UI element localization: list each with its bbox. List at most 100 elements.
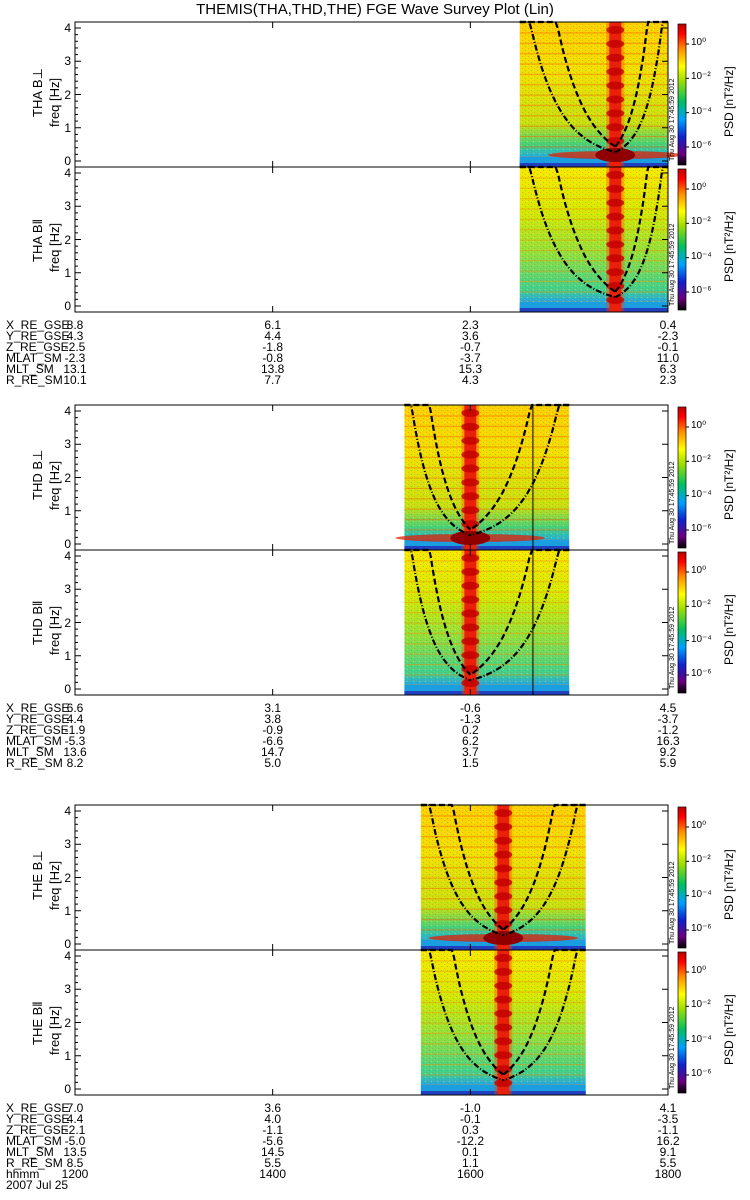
harmonic-streak: [404, 570, 570, 572]
enhancement-blob: [461, 450, 480, 459]
colorbar-tick-label: 10⁰: [691, 182, 707, 193]
ephemeris-value: 4.5: [659, 701, 677, 715]
enhancement-blob: [606, 268, 625, 277]
low-freq-band: [519, 302, 668, 312]
harmonic-streak: [404, 508, 570, 510]
plot-title: THEMIS(THA,THD,THE) FGE Wave Survey Plot…: [196, 1, 554, 18]
enhancement-blob: [494, 1009, 513, 1018]
harmonic-streak: [519, 32, 668, 34]
harmonic-streak: [404, 581, 570, 583]
colorbar-tick-label: 10⁻²: [691, 599, 711, 611]
enhancement-blob: [461, 409, 480, 417]
panel-name: THA B⊥: [30, 67, 45, 117]
ephemeris-row-label: Y_RE_GSE: [6, 1112, 70, 1126]
perp-core: [450, 531, 491, 545]
perp-core: [483, 931, 524, 945]
harmonic-streak: [404, 498, 570, 500]
ephemeris-value: 16.2: [656, 1134, 680, 1148]
y-tick-label: 0: [64, 537, 71, 551]
ephemeris-value: 2.3: [659, 373, 677, 387]
harmonic-streak: [404, 601, 570, 603]
low-freq-band: [404, 540, 570, 550]
colorbar-tick-label: 10⁻⁶: [691, 923, 712, 934]
enhancement-blob: [606, 226, 625, 235]
ephemeris-value: 3.1: [264, 701, 281, 715]
ephemeris-value: -2.1: [64, 1123, 86, 1137]
ephemeris-value: 15.3: [458, 362, 482, 376]
gyrofrequency-curve: [469, 403, 570, 531]
ephemeris-value: -0.8: [262, 351, 283, 365]
gyrofrequency-curve: [614, 20, 668, 154]
gyrofrequency-curve: [404, 548, 471, 682]
gyrofrequency-curve: [614, 20, 668, 148]
enhancement-blob: [461, 567, 480, 576]
enhancement-blob: [461, 506, 480, 515]
ephemeris-row-label: MLAT_SM: [6, 1134, 62, 1148]
enhancement-blob: [461, 637, 480, 646]
ephemeris-value: -6.6: [262, 734, 283, 748]
harmonic-streak: [519, 73, 668, 75]
ephemeris-value: 5.5: [659, 1156, 677, 1170]
colorbar: [677, 551, 687, 694]
enhancement-blob: [494, 864, 513, 873]
harmonic-streak: [404, 632, 570, 635]
ephemeris-value: 0.4: [659, 318, 677, 332]
enhancement-blob: [606, 39, 625, 48]
colorbar-tick-label: 10⁻²: [691, 999, 711, 1011]
ephemeris-value: 4.1: [659, 1101, 677, 1115]
ephemeris-value: 8.8: [66, 318, 84, 332]
colorbar-tick-label: 10⁻⁶: [691, 285, 712, 296]
ephemeris-row-label: X_RE_GSE: [6, 1101, 70, 1115]
harmonic-streak: [404, 653, 570, 655]
low-freq-band: [519, 157, 668, 167]
harmonic-streak: [519, 104, 668, 107]
enhancement-blob: [606, 254, 625, 263]
ephemeris-value: 11.0: [656, 351, 680, 365]
enhancement-blob: [461, 609, 480, 618]
ephemeris-value: 10.1: [63, 373, 87, 387]
enhancement-blob: [461, 595, 480, 604]
ephemeris-value: 7.0: [66, 1101, 84, 1115]
ephemeris-value: 4.3: [461, 373, 479, 387]
harmonic-streak: [519, 63, 668, 65]
enhancement-blob: [461, 651, 480, 660]
y-tick-label: 0: [64, 1082, 71, 1096]
harmonic-streak: [519, 177, 668, 179]
enhancement-blob: [494, 836, 513, 845]
low-freq-band-dark: [519, 163, 668, 167]
ephemeris-value: 1.5: [461, 756, 479, 770]
ephemeris-value: 4.4: [66, 712, 84, 726]
y-tick-label: 0: [64, 154, 71, 168]
enhancement-blob: [494, 1079, 513, 1087]
ephemeris-value: -5.0: [64, 1134, 86, 1148]
colorbar: [677, 406, 687, 549]
enhancement-blob: [461, 492, 480, 501]
y-tick-label: 1: [64, 120, 71, 135]
ephemeris-value: -0.9: [262, 723, 283, 737]
ephemeris-value: 16.3: [656, 734, 680, 748]
low-freq-band-dark: [519, 308, 668, 312]
ephemeris-value: 13.1: [63, 362, 87, 376]
enhancement-blob: [494, 981, 513, 990]
harmonic-streak: [519, 42, 668, 44]
ephemeris-value: 3.6: [264, 1101, 281, 1115]
enhancement-blob: [461, 554, 480, 562]
enhancement-blob: [494, 1051, 513, 1060]
ephemeris-value: -12.2: [456, 1134, 484, 1148]
timestamp-stamp: Thu Aug 30 17:45:59 2012: [669, 1006, 676, 1089]
harmonic-streak: [519, 94, 668, 96]
ephemeris-value: -0.1: [657, 340, 679, 354]
colorbar: [677, 23, 687, 166]
ephemeris-value: -2.3: [64, 351, 86, 365]
y-tick-label: 3: [64, 199, 71, 214]
harmonic-streak: [404, 643, 570, 645]
y-tick-label: 2: [64, 470, 71, 485]
harmonic-streak: [519, 249, 668, 252]
timestamp-stamp: Thu Aug 30 17:45:59 2012: [669, 461, 676, 544]
ephemeris-value: 3.8: [264, 712, 281, 726]
enhancement-blob: [606, 212, 625, 221]
ephemeris-row-label: MLAT_SM: [6, 734, 62, 748]
panel-name: THD B‖: [30, 600, 45, 645]
ephemeris-value: 13.6: [63, 745, 87, 759]
